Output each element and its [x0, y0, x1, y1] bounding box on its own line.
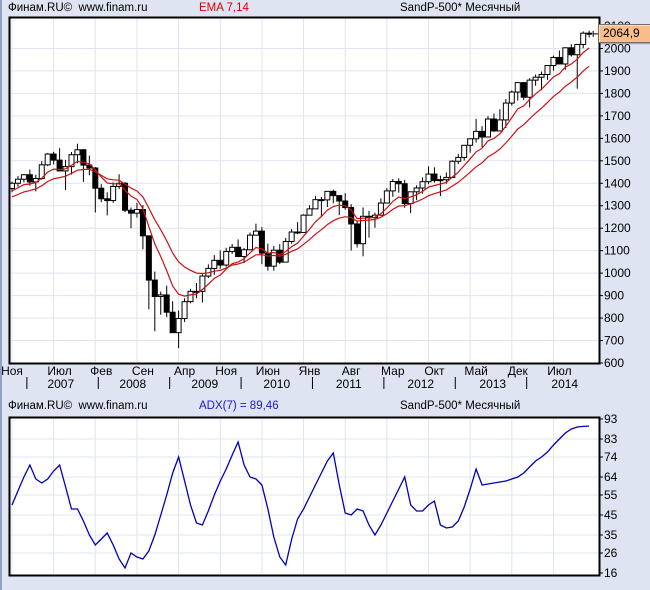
svg-text:Янв: Янв [299, 364, 321, 378]
svg-text:Апр: Апр [174, 364, 196, 378]
svg-text:1300: 1300 [604, 199, 631, 213]
svg-text:Дек: Дек [508, 364, 529, 378]
svg-text:1800: 1800 [604, 86, 631, 100]
svg-text:64: 64 [604, 470, 618, 484]
adx-chart[interactable]: 16 26 35 45 55 64 74 83 93 [2, 414, 650, 590]
svg-text:1700: 1700 [604, 109, 631, 123]
svg-text:26: 26 [604, 546, 618, 560]
svg-text:1100: 1100 [604, 244, 630, 258]
svg-text:1200: 1200 [604, 221, 631, 235]
svg-text:45: 45 [604, 508, 618, 522]
svg-text:2013: 2013 [479, 377, 506, 391]
svg-text:800: 800 [604, 311, 624, 325]
svg-text:55: 55 [604, 488, 618, 502]
price-chart-instrument-label: SandP-500* Месячный [400, 2, 521, 14]
svg-text:Окт: Окт [424, 364, 445, 378]
svg-text:Ноя: Ноя [215, 364, 237, 378]
svg-text:700: 700 [604, 334, 624, 348]
svg-text:Май: Май [464, 364, 488, 378]
svg-text:Фев: Фев [90, 364, 112, 378]
svg-text:Ноя: Ноя [2, 364, 23, 378]
svg-text:600: 600 [604, 356, 624, 370]
svg-text:83: 83 [604, 432, 618, 446]
svg-text:900: 900 [604, 289, 624, 303]
svg-text:35: 35 [604, 528, 618, 542]
svg-text:2010: 2010 [263, 377, 290, 391]
svg-text:Июн: Июн [256, 364, 280, 378]
svg-text:2011: 2011 [336, 377, 362, 391]
svg-text:93: 93 [604, 414, 618, 426]
svg-text:2012: 2012 [407, 377, 434, 391]
price-chart[interactable]: 600 700 800 900 1000 1100 1200 1300 1400 1500 1600… [2, 0, 650, 396]
svg-text:1000: 1000 [604, 266, 631, 280]
svg-text:2009: 2009 [191, 377, 218, 391]
svg-text:1600: 1600 [604, 131, 631, 145]
adx-chart-instrument-label: SandP-500* Месячный [400, 400, 521, 412]
svg-text:1500: 1500 [604, 154, 631, 168]
svg-text:2014: 2014 [551, 377, 578, 391]
price-chart-source-link[interactable]: Финам.RU© www.finam.ru [8, 2, 148, 14]
svg-text:2007: 2007 [47, 377, 74, 391]
svg-text:16: 16 [604, 566, 618, 580]
svg-text:1400: 1400 [604, 176, 631, 190]
svg-text:Июл: Июл [47, 364, 71, 378]
price-chart-indicator-label: EMA 7,14 [199, 2, 249, 14]
svg-text:2000: 2000 [604, 41, 631, 55]
svg-text:Авг: Авг [342, 364, 361, 378]
svg-text:2008: 2008 [119, 377, 146, 391]
svg-text:Мар: Мар [381, 364, 405, 378]
svg-text:74: 74 [604, 450, 618, 464]
last-price-badge: 2064,9 [598, 24, 650, 43]
adx-chart-indicator-label: ADX(7) = 89,46 [199, 400, 279, 412]
svg-text:Сен: Сен [132, 364, 154, 378]
adx-chart-source-link[interactable]: Финам.RU© www.finam.ru [8, 400, 148, 412]
svg-text:Июл: Июл [547, 364, 571, 378]
svg-text:1900: 1900 [604, 64, 631, 78]
